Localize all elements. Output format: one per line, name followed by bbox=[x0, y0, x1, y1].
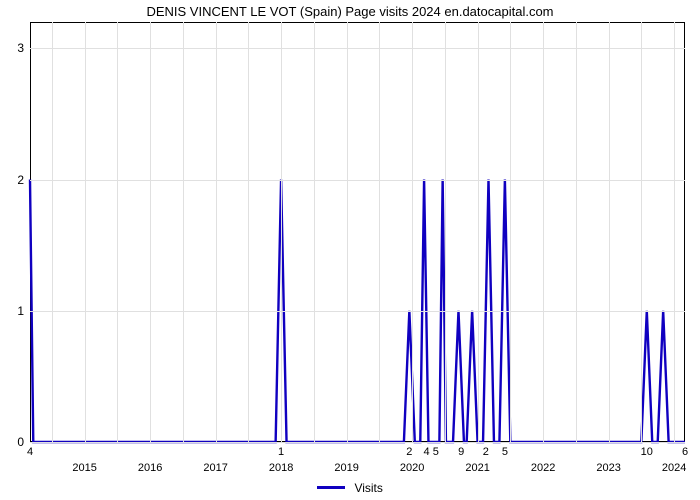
gridline-vertical bbox=[674, 22, 675, 442]
value-label: 1 bbox=[278, 442, 284, 458]
gridline-vertical bbox=[183, 22, 184, 442]
value-label: 10 bbox=[641, 442, 653, 458]
x-tick-label: 2017 bbox=[203, 442, 227, 474]
gridline-vertical bbox=[150, 22, 151, 442]
value-label: 4 5 bbox=[424, 442, 439, 458]
gridline-horizontal bbox=[30, 180, 685, 181]
chart-legend: Visits bbox=[0, 480, 700, 495]
gridline-vertical bbox=[641, 22, 642, 442]
x-tick-label: 2015 bbox=[72, 442, 96, 474]
chart-title: DENIS VINCENT LE VOT (Spain) Page visits… bbox=[0, 4, 700, 19]
legend-swatch bbox=[317, 486, 345, 489]
value-label: 2 bbox=[406, 442, 412, 458]
gridline-vertical bbox=[248, 22, 249, 442]
value-label: 6 bbox=[682, 442, 688, 458]
y-tick-label: 1 bbox=[17, 304, 30, 318]
y-tick-label: 2 bbox=[17, 173, 30, 187]
legend-label: Visits bbox=[354, 481, 382, 495]
gridline-vertical bbox=[543, 22, 544, 442]
gridline-vertical bbox=[478, 22, 479, 442]
gridline-vertical bbox=[576, 22, 577, 442]
value-label: 4 bbox=[27, 442, 33, 458]
gridline-vertical bbox=[347, 22, 348, 442]
x-tick-label: 2016 bbox=[138, 442, 162, 474]
x-tick-label: 2023 bbox=[596, 442, 620, 474]
gridline-vertical bbox=[445, 22, 446, 442]
x-tick-label: 2019 bbox=[334, 442, 358, 474]
gridline-horizontal bbox=[30, 48, 685, 49]
gridline-vertical bbox=[281, 22, 282, 442]
gridline-vertical bbox=[510, 22, 511, 442]
gridline-vertical bbox=[52, 22, 53, 442]
value-label: 2 bbox=[483, 442, 489, 458]
x-tick-label: 2022 bbox=[531, 442, 555, 474]
gridline-vertical bbox=[609, 22, 610, 442]
gridline-vertical bbox=[117, 22, 118, 442]
gridline-vertical bbox=[314, 22, 315, 442]
value-label: 9 bbox=[458, 442, 464, 458]
gridline-vertical bbox=[412, 22, 413, 442]
value-label: 5 bbox=[502, 442, 508, 458]
data-line bbox=[30, 22, 685, 442]
y-tick-label: 3 bbox=[17, 41, 30, 55]
gridline-vertical bbox=[85, 22, 86, 442]
gridline-horizontal bbox=[30, 311, 685, 312]
gridline-vertical bbox=[379, 22, 380, 442]
chart-plot-area: 0123201520162017201820192020202120222023… bbox=[30, 22, 685, 442]
gridline-vertical bbox=[216, 22, 217, 442]
